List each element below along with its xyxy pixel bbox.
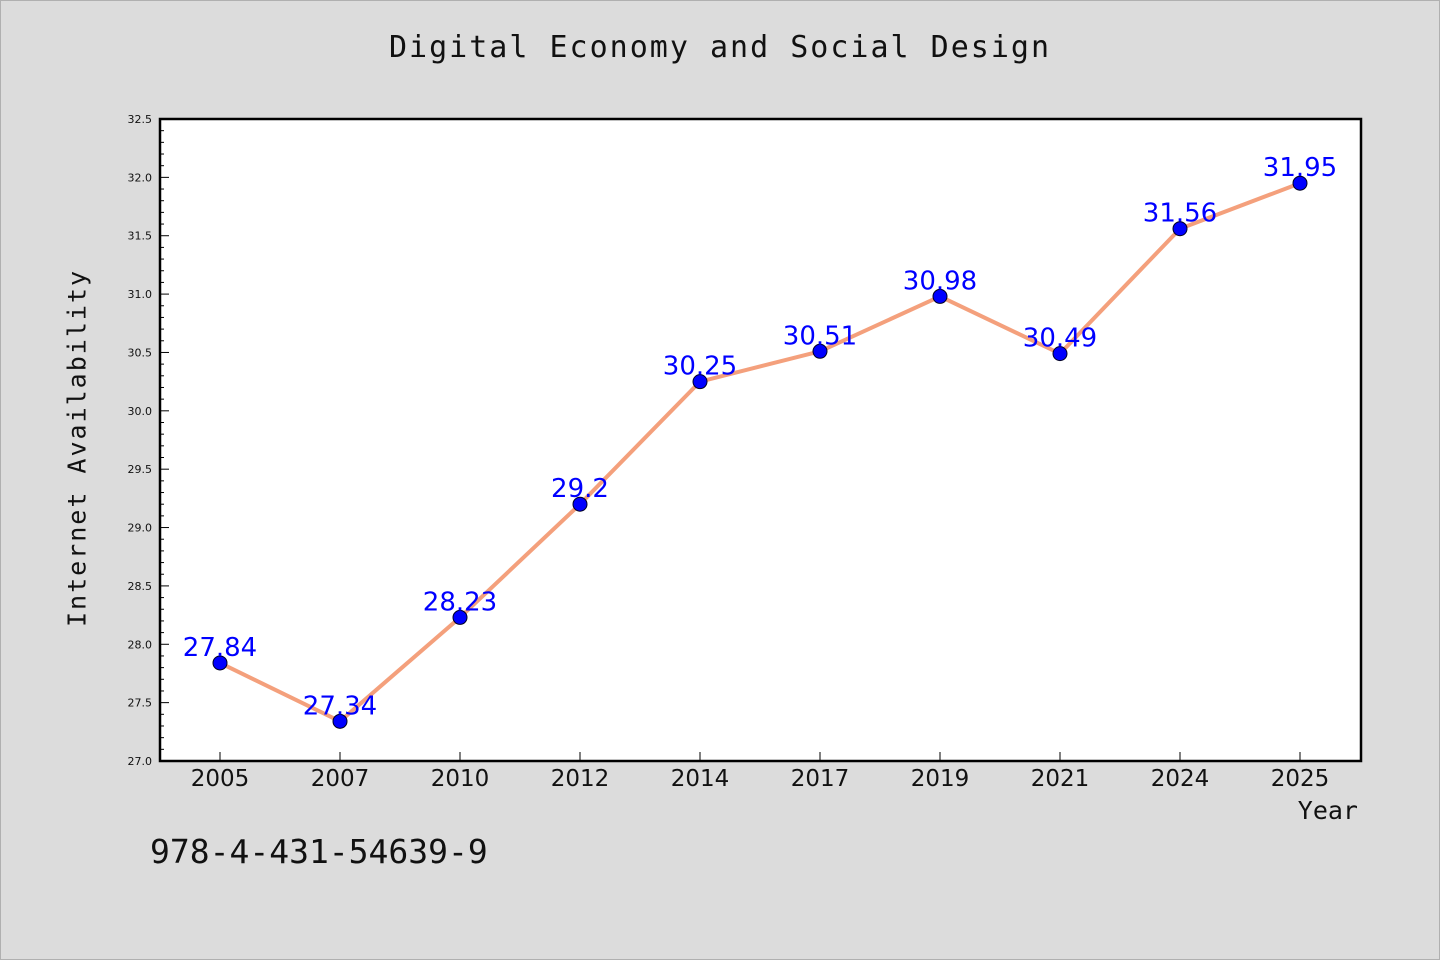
data-point [1172,221,1188,237]
x-axis-label: Year [1297,796,1358,825]
y-tick-label: 29.5 [128,463,153,476]
x-tick-label: 2017 [791,766,850,792]
data-point [692,374,708,390]
data-label: 29.2 [551,474,609,504]
y-tick-label: 32.5 [128,113,153,126]
y-tick-label: 27.5 [128,697,153,710]
x-tick-label: 2010 [431,766,490,792]
y-tick-label: 31.0 [128,288,153,301]
y-tick-label: 28.0 [128,638,153,651]
data-label: 30.51 [783,321,857,351]
chart-title: Digital Economy and Social Design [388,30,1052,65]
data-label: 27.84 [183,633,257,663]
data-label: 31.95 [1263,153,1337,183]
y-tick-label: 29.0 [128,522,153,535]
data-point [1292,175,1308,191]
data-point [572,496,588,512]
y-tick-label: 30.0 [128,405,153,418]
x-tick-label: 2014 [671,766,730,792]
series-line [218,181,1302,724]
y-tick-label: 31.5 [128,230,153,243]
x-tick-label: 2025 [1271,766,1330,792]
plot-area [158,117,1363,763]
x-tick-label: 2019 [911,766,970,792]
x-tick-label: 2012 [551,766,610,792]
data-point [932,288,948,304]
data-point [332,713,348,729]
data-label: 30.49 [1023,324,1097,354]
x-tick-label: 2007 [311,766,370,792]
data-label: 27.34 [303,691,377,721]
data-label: 31.56 [1143,199,1217,229]
isbn-text: 978-4-431-54639-9 [150,832,488,871]
y-tick-label: 32.0 [128,171,153,184]
data-point [452,609,468,625]
data-label: 28.23 [423,587,497,617]
x-tick-label: 2021 [1031,766,1090,792]
data-point [812,343,828,359]
x-tick-label: 2024 [1151,766,1210,792]
y-tick-label: 30.5 [128,346,153,359]
y-tick-label: 28.5 [128,580,153,593]
y-tick-label: 27.0 [128,755,153,768]
x-tick-label: 2005 [191,766,250,792]
data-point [1052,346,1068,362]
data-label: 30.98 [903,266,977,296]
data-label: 30.25 [663,352,737,382]
data-point [212,655,228,671]
